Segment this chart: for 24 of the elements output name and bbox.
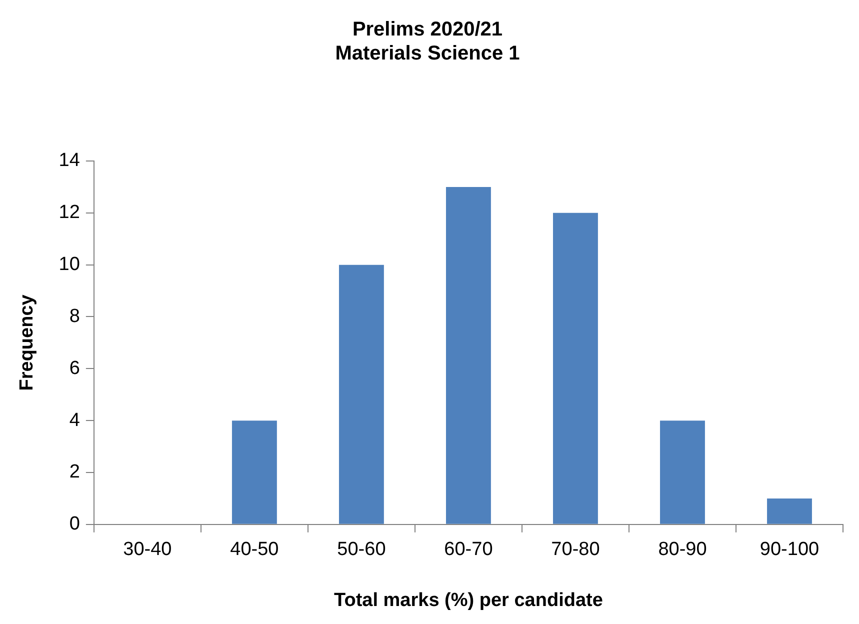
y-tick-label: 10 xyxy=(58,254,80,276)
x-tick-label: 40-50 xyxy=(230,539,279,560)
bar xyxy=(553,212,598,524)
bar xyxy=(232,420,277,524)
y-tick-label: 6 xyxy=(69,358,80,379)
chart-title: Prelims 2020/21 Materials Science 1 xyxy=(335,18,520,65)
x-tick-label: 60-70 xyxy=(444,539,493,560)
y-tick-label: 4 xyxy=(69,410,80,431)
bar xyxy=(767,498,812,524)
x-axis-title: Total marks (%) per candidate xyxy=(334,590,603,611)
y-tick-label: 12 xyxy=(58,202,80,224)
bar xyxy=(338,264,384,524)
y-tick-label: 2 xyxy=(69,462,80,483)
y-tick-label: 8 xyxy=(69,306,80,327)
y-tick-label: 14 xyxy=(58,150,80,172)
bar xyxy=(660,420,705,524)
y-tick-label: 0 xyxy=(69,514,80,535)
x-tick-label: 70-80 xyxy=(551,539,600,560)
y-axis-title: Frequency xyxy=(16,294,38,391)
x-tick-label: 80-90 xyxy=(658,539,707,560)
x-tick-label: 90-100 xyxy=(760,539,820,560)
x-tick-label: 50-60 xyxy=(337,539,386,560)
bar xyxy=(446,186,491,524)
x-tick-label: 30-40 xyxy=(123,539,172,560)
